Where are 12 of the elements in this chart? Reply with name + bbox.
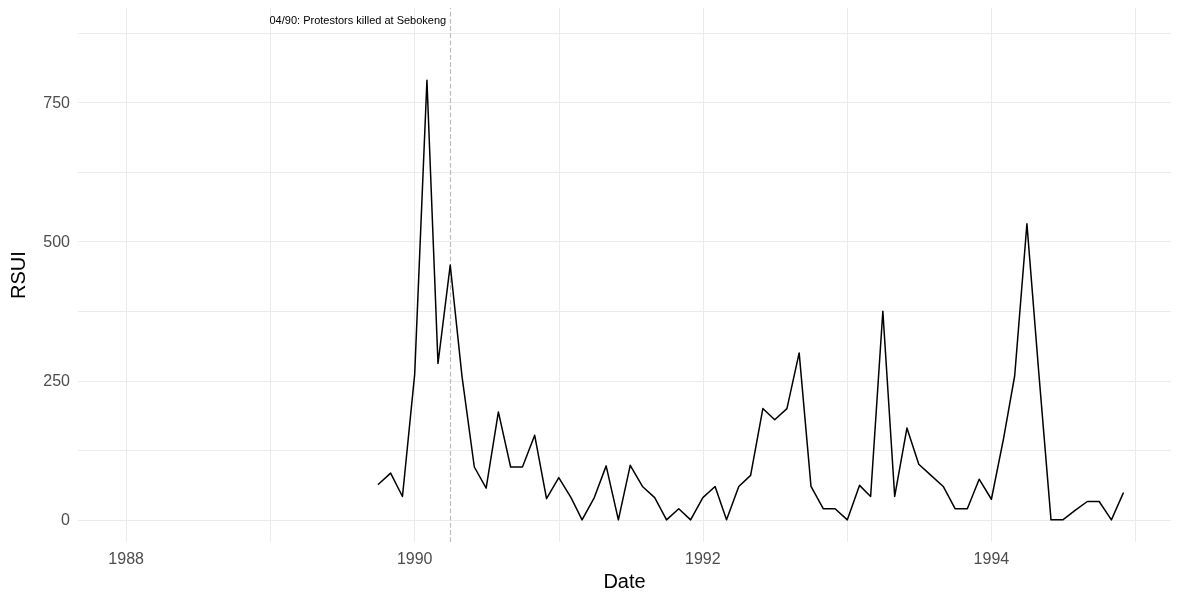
y-tick-label: 750 [43,94,71,112]
ref-line-label: 04/90: Protestors killed at Sebokeng [269,13,447,26]
y-tick-label: 0 [61,511,71,529]
x-tick-label: 1994 [973,549,1010,567]
x-tick-label: 1992 [685,549,721,567]
x-tick-label: 1990 [396,549,433,567]
line-series [377,79,1124,521]
y-axis-title: RSUI [7,251,29,299]
x-axis-title: Date [603,570,646,592]
y-tick-label: 250 [43,372,71,390]
x-tick-label: 1988 [108,549,145,567]
y-tick-label: 500 [43,233,71,251]
